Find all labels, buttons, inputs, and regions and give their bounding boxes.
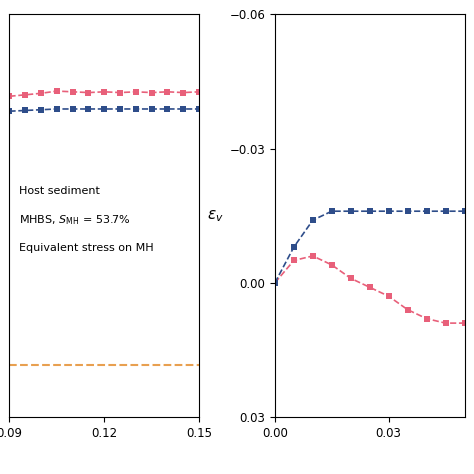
Text: MHBS, $S_{\mathrm{MH}}$ = 53.7%: MHBS, $S_{\mathrm{MH}}$ = 53.7% — [19, 213, 131, 227]
Text: Host sediment: Host sediment — [19, 186, 100, 197]
Text: Equivalent stress on MH: Equivalent stress on MH — [19, 243, 154, 253]
Y-axis label: $\varepsilon_{v}$: $\varepsilon_{v}$ — [207, 208, 224, 224]
